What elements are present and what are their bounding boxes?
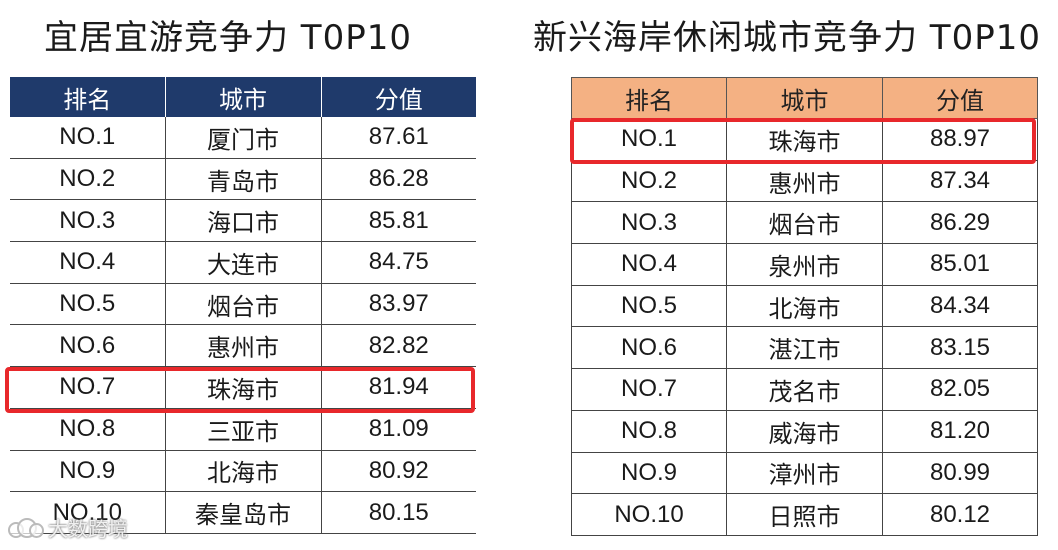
left-header-score: 分值 — [320, 77, 476, 117]
city-cell: 珠海市 — [164, 366, 321, 409]
rank-cell: NO.10 — [571, 493, 727, 536]
city-cell: 漳州市 — [726, 452, 883, 495]
city-cell: 烟台市 — [164, 283, 321, 326]
city-cell: 威海市 — [726, 410, 883, 453]
rank-cell: NO.1 — [10, 117, 165, 159]
rank-cell: NO.2 — [10, 158, 165, 201]
table-row: NO.9 北海市 80.92 — [10, 450, 476, 493]
city-cell: 秦皇岛市 — [164, 491, 321, 534]
score-cell: 87.61 — [320, 117, 476, 159]
table-row: NO.2 惠州市 87.34 — [571, 160, 1038, 203]
right-header-city: 城市 — [726, 77, 883, 119]
score-cell: 84.34 — [882, 285, 1038, 328]
score-cell: 86.28 — [320, 158, 476, 201]
rank-cell: NO.6 — [571, 326, 727, 370]
city-cell: 青岛市 — [164, 158, 321, 201]
table-row-highlighted: NO.1 珠海市 88.97 — [571, 118, 1038, 161]
table-row: NO.6 惠州市 82.82 — [10, 324, 476, 368]
score-cell: 83.97 — [320, 283, 476, 326]
rank-cell: NO.7 — [571, 368, 727, 411]
table-row: NO.5 北海市 84.34 — [571, 285, 1038, 328]
left-header-city: 城市 — [164, 77, 321, 117]
left-table-header-row: 排名 城市 分值 — [10, 77, 476, 117]
score-cell: 80.92 — [320, 450, 476, 493]
watermark: 大数跨境 — [8, 512, 128, 542]
city-cell: 大连市 — [164, 241, 321, 284]
table-row: NO.3 烟台市 86.29 — [571, 201, 1038, 245]
city-cell: 烟台市 — [726, 201, 883, 245]
table-row: NO.4 泉州市 85.01 — [571, 243, 1038, 286]
table-row-highlighted: NO.7 珠海市 81.94 — [10, 366, 476, 409]
score-cell: 81.09 — [320, 408, 476, 451]
score-cell: 81.20 — [882, 410, 1038, 453]
rank-cell: NO.8 — [571, 410, 727, 453]
score-cell: 80.99 — [882, 452, 1038, 495]
right-ranking-table: 排名 城市 分值 NO.1 珠海市 88.97 NO.2 惠州市 87.34 NO.3 烟… — [571, 77, 1038, 536]
score-cell: 82.05 — [882, 368, 1038, 411]
table-row: NO.8 威海市 81.20 — [571, 410, 1038, 453]
right-header-score: 分值 — [882, 77, 1038, 119]
left-table-title: 宜居宜游竞争力 T0P10 — [44, 18, 412, 58]
score-cell: 85.01 — [882, 243, 1038, 286]
rank-cell: NO.5 — [10, 283, 165, 326]
rank-cell: NO.7 — [10, 366, 165, 409]
city-cell: 泉州市 — [726, 243, 883, 286]
right-table-header-row: 排名 城市 分值 — [571, 77, 1038, 119]
score-cell: 83.15 — [882, 326, 1038, 370]
table-row: NO.2 青岛市 86.28 — [10, 158, 476, 201]
score-cell: 88.97 — [882, 118, 1038, 161]
cloud-logo-icon — [8, 516, 44, 538]
left-header-rank: 排名 — [10, 77, 165, 117]
table-row: NO.3 海口市 85.81 — [10, 199, 476, 243]
rank-cell: NO.3 — [10, 199, 165, 243]
table-row: NO.10 日照市 80.12 — [571, 493, 1038, 536]
rank-cell: NO.5 — [571, 285, 727, 328]
city-cell: 惠州市 — [726, 160, 883, 203]
rank-cell: NO.9 — [571, 452, 727, 495]
score-cell: 86.29 — [882, 201, 1038, 245]
rank-cell: NO.9 — [10, 450, 165, 493]
table-row: NO.5 烟台市 83.97 — [10, 283, 476, 326]
score-cell: 80.15 — [320, 491, 476, 534]
rank-cell: NO.8 — [10, 408, 165, 451]
city-cell: 湛江市 — [726, 326, 883, 370]
rank-cell: NO.6 — [10, 324, 165, 368]
score-cell: 82.82 — [320, 324, 476, 368]
table-row: NO.8 三亚市 81.09 — [10, 408, 476, 451]
city-cell: 珠海市 — [726, 118, 883, 161]
city-cell: 海口市 — [164, 199, 321, 243]
rank-cell: NO.2 — [571, 160, 727, 203]
city-cell: 北海市 — [726, 285, 883, 328]
rank-cell: NO.3 — [571, 201, 727, 245]
city-cell: 北海市 — [164, 450, 321, 493]
city-cell: 三亚市 — [164, 408, 321, 451]
right-header-rank: 排名 — [571, 77, 727, 119]
city-cell: 日照市 — [726, 493, 883, 536]
rank-cell: NO.4 — [571, 243, 727, 286]
table-row: NO.1 厦门市 87.61 — [10, 117, 476, 159]
score-cell: 85.81 — [320, 199, 476, 243]
table-row: NO.9 漳州市 80.99 — [571, 452, 1038, 495]
score-cell: 87.34 — [882, 160, 1038, 203]
score-cell: 84.75 — [320, 241, 476, 284]
city-cell: 惠州市 — [164, 324, 321, 368]
city-cell: 茂名市 — [726, 368, 883, 411]
score-cell: 80.12 — [882, 493, 1038, 536]
table-row: NO.10 秦皇岛市 80.15 — [10, 491, 476, 534]
watermark-text: 大数跨境 — [48, 516, 128, 541]
right-table-title: 新兴海岸休闲城市竞争力 T0P10 — [533, 18, 1041, 58]
table-row: NO.6 湛江市 83.15 — [571, 326, 1038, 370]
rank-cell: NO.1 — [571, 118, 727, 161]
rank-cell: NO.4 — [10, 241, 165, 284]
city-cell: 厦门市 — [164, 117, 321, 159]
table-row: NO.4 大连市 84.75 — [10, 241, 476, 284]
table-row: NO.7 茂名市 82.05 — [571, 368, 1038, 411]
score-cell: 81.94 — [320, 366, 476, 409]
left-ranking-table: 排名 城市 分值 NO.1 厦门市 87.61 NO.2 青岛市 86.28 NO.3 海… — [10, 77, 476, 534]
